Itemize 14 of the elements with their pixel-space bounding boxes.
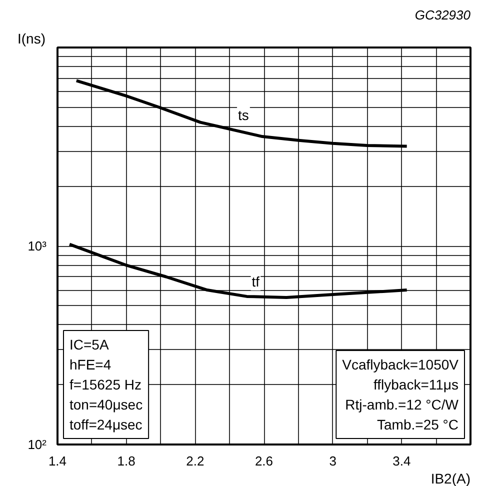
x-tick-label: 1.4 — [48, 454, 67, 468]
chart-title: GC32930 — [414, 8, 472, 22]
x-tick-label: 2.2 — [186, 454, 204, 468]
annotation: IC=5A hFE=4 f=15625 Hz ton=40μsec toff=24μsec — [70, 336, 143, 432]
x-tick-label: 3 — [329, 454, 336, 468]
x-tick-label: 2.6 — [254, 454, 274, 468]
y-axis-title: I(ns) — [18, 30, 46, 46]
series-label: tf — [252, 273, 260, 290]
y-tick-label: 10² — [28, 437, 48, 452]
y-tick-label: 10³ — [28, 238, 48, 254]
x-tick-label: 1.8 — [117, 454, 136, 468]
x-tick-label: 3.4 — [392, 454, 411, 468]
series-label: ts — [238, 106, 249, 123]
annotation: Vcaflyback=1050V fflyback=11μs Rtj-amb.=12 °C/W Tamb.=25 °C — [342, 356, 460, 432]
